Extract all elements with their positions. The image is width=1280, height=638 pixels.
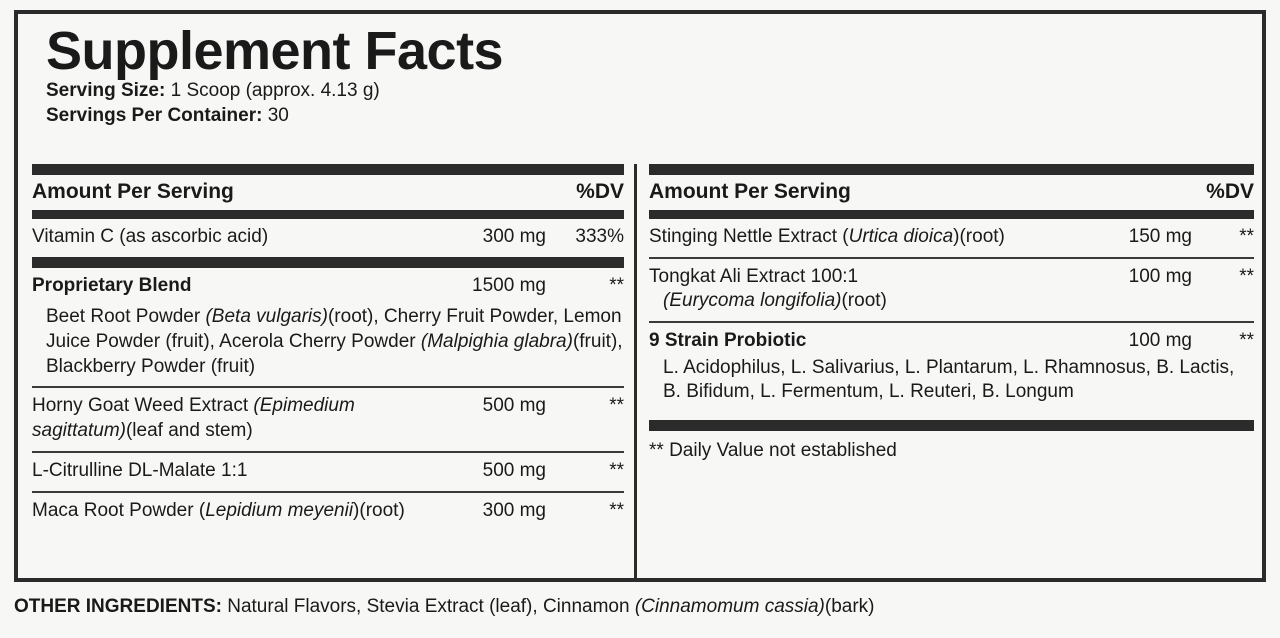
table-row: Proprietary Blend 1500 mg ** bbox=[32, 268, 624, 306]
nutrient-dv: ** bbox=[609, 395, 624, 417]
serving-size-line: Serving Size: 1 Scoop (approx. 4.13 g) bbox=[46, 78, 1248, 103]
divider-bar-bottom-right bbox=[649, 420, 1254, 432]
nutrient-amount: 300 mg bbox=[482, 226, 546, 247]
nutrition-column-right: Amount Per Serving %DV Stinging Nettle E… bbox=[634, 164, 1254, 578]
nutrient-name: Horny Goat Weed Extract (Epimedium sagit… bbox=[32, 395, 355, 442]
table-row: Vitamin C (as ascorbic acid) 300 mg 333% bbox=[32, 219, 624, 257]
servings-per-container-label: Servings Per Container: bbox=[46, 105, 263, 127]
header-amount-per-serving-right: Amount Per Serving bbox=[649, 180, 851, 203]
table-row: Horny Goat Weed Extract (Epimedium sagit… bbox=[32, 388, 624, 450]
nutrient-dv: ** bbox=[609, 499, 624, 521]
nutrient-dv: 333% bbox=[575, 226, 624, 247]
servings-per-container-line: Servings Per Container: 30 bbox=[46, 103, 1248, 128]
nutrient-name: Tongkat Ali Extract 100:1 (Eurycoma longi… bbox=[649, 265, 887, 312]
nutrient-dv: ** bbox=[1239, 226, 1254, 247]
nutrient-amount: 300 mg bbox=[482, 499, 546, 521]
nutrient-name: Proprietary Blend bbox=[32, 274, 192, 296]
header-dv-left: %DV bbox=[576, 180, 624, 203]
divider-bar-under-header-left bbox=[32, 210, 624, 219]
nutrient-amount: 1500 mg bbox=[472, 274, 546, 296]
row-divider bbox=[32, 386, 624, 389]
row-divider bbox=[32, 490, 624, 493]
other-ingredients-label: OTHER INGREDIENTS: bbox=[14, 596, 222, 617]
nutrient-amount: 100 mg bbox=[1128, 265, 1192, 287]
nutrition-table: Amount Per Serving %DV Vitamin C (as asc… bbox=[32, 164, 1262, 578]
nutrient-name: Vitamin C (as ascorbic acid) bbox=[32, 226, 269, 247]
nutrient-name: Maca Root Powder (Lepidium meyenii)(root… bbox=[32, 499, 405, 521]
sub-ingredient-list: Beet Root Powder (Beta vulgaris)(root), … bbox=[46, 306, 623, 377]
nutrient-dv: ** bbox=[609, 459, 624, 481]
nutrient-dv: ** bbox=[1239, 265, 1254, 287]
nutrient-dv: ** bbox=[609, 274, 624, 296]
divider-bar-top-left bbox=[32, 164, 624, 175]
serving-size-label: Serving Size: bbox=[46, 80, 166, 101]
row-divider bbox=[32, 450, 624, 453]
divider-bar-under-header-right bbox=[649, 210, 1254, 219]
row-divider bbox=[649, 321, 1254, 324]
divider-bar-top-right bbox=[649, 164, 1254, 175]
supplement-facts-panel: Supplement Facts Serving Size: 1 Scoop (… bbox=[14, 10, 1266, 582]
page-title: Supplement Facts bbox=[46, 21, 504, 81]
table-row: Tongkat Ali Extract 100:1 (Eurycoma longi… bbox=[649, 259, 1254, 321]
table-row: Stinging Nettle Extract (Urtica dioica)(… bbox=[649, 219, 1254, 257]
servings-per-container-value: 30 bbox=[262, 105, 289, 127]
nutrient-dv: ** bbox=[1239, 330, 1254, 352]
table-row: L-Citrulline DL-Malate 1:1 500 mg ** bbox=[32, 453, 624, 491]
nutrient-amount: 100 mg bbox=[1128, 330, 1192, 352]
nutrient-amount: 150 mg bbox=[1128, 226, 1192, 247]
column-header-left: Amount Per Serving %DV bbox=[32, 175, 624, 210]
nutrient-name: 9 Strain Probiotic bbox=[649, 330, 807, 352]
table-row: Maca Root Powder (Lepidium meyenii)(root… bbox=[32, 493, 624, 531]
nutrient-name: L-Citrulline DL-Malate 1:1 bbox=[32, 459, 248, 481]
table-row: 9 Strain Probiotic 100 mg ** bbox=[649, 323, 1254, 356]
nutrient-name: Stinging Nettle Extract (Urtica dioica)(… bbox=[649, 226, 1005, 247]
daily-value-footnote: ** Daily Value not established bbox=[649, 440, 897, 462]
other-ingredients-value: Natural Flavors, Stevia Extract (leaf), … bbox=[221, 596, 875, 617]
header-dv-right: %DV bbox=[1206, 180, 1254, 203]
row-divider bbox=[649, 256, 1254, 259]
sub-ingredient-list: L. Acidophilus, L. Salivarius, L. Planta… bbox=[663, 356, 1235, 403]
header-amount-per-serving-left: Amount Per Serving bbox=[32, 180, 234, 203]
divider-bar-mid-left bbox=[32, 256, 624, 268]
serving-size-value: 1 Scoop (approx. 4.13 g) bbox=[165, 80, 380, 101]
other-ingredients-line: OTHER INGREDIENTS: Natural Flavors, Stev… bbox=[14, 596, 875, 618]
nutrient-amount: 500 mg bbox=[482, 459, 546, 481]
nutrition-column-left: Amount Per Serving %DV Vitamin C (as asc… bbox=[32, 164, 634, 578]
nutrient-amount: 500 mg bbox=[482, 395, 546, 417]
column-header-right: Amount Per Serving %DV bbox=[649, 175, 1254, 210]
